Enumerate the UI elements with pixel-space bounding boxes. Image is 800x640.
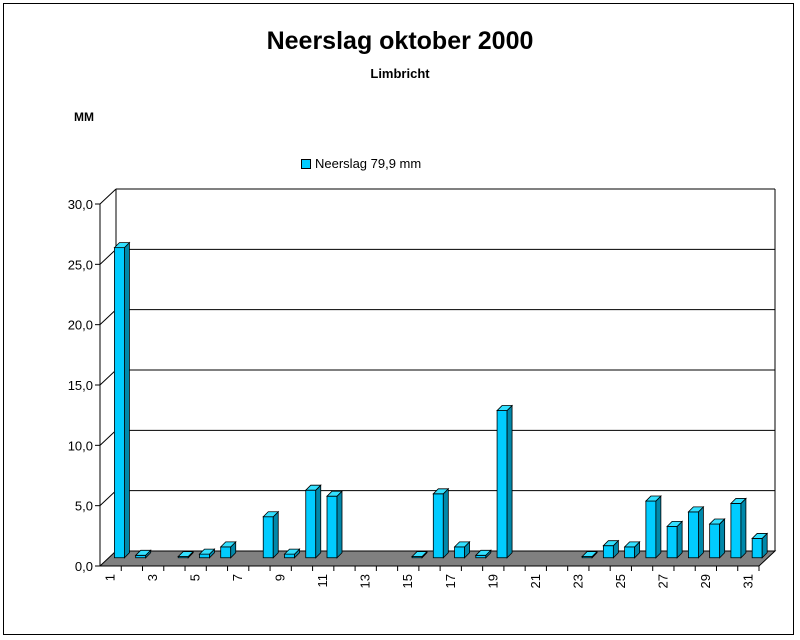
chart-title: Neerslag oktober 2000: [266, 27, 534, 55]
chart-frame: [3, 3, 794, 635]
x-tick-label: 23: [570, 574, 585, 588]
bar: [284, 553, 295, 559]
bar: [199, 553, 210, 559]
bar-side: [719, 517, 726, 559]
x-tick-label: 17: [443, 574, 458, 588]
legend: Neerslag 79,9 mm: [301, 156, 421, 171]
bar: [645, 500, 657, 559]
bar-top: [708, 518, 726, 525]
x-tick-label: 31: [740, 574, 755, 588]
bar-side: [336, 490, 343, 559]
gridline-diagonal: [99, 429, 117, 446]
bar: [602, 545, 614, 559]
x-tick-label: 11: [315, 574, 330, 588]
bar: [496, 410, 508, 559]
bar: [114, 247, 125, 559]
x-tick-label: 7: [230, 574, 245, 581]
bar-top: [283, 548, 301, 555]
bar-top: [644, 495, 662, 502]
bar-top: [177, 551, 195, 557]
bar-top: [198, 548, 216, 555]
bar: [687, 511, 699, 559]
x-tick-label: 27: [655, 574, 670, 588]
y-tick-label: 20,0: [68, 318, 93, 333]
legend-label: Neerslag 79,9 mm: [315, 156, 422, 171]
bar-side: [315, 484, 322, 559]
bar-top: [623, 541, 641, 548]
gridline-diagonal: [99, 188, 117, 205]
x-tick-label: 19: [485, 574, 500, 588]
bar-top: [581, 551, 599, 557]
x-tick-label: 15: [400, 574, 415, 588]
gridline-diagonal: [99, 309, 117, 326]
bar-top: [304, 484, 322, 491]
x-tick-label: 25: [613, 574, 628, 588]
y-tick-label: 0,0: [75, 559, 93, 574]
bar-top: [687, 506, 705, 513]
bar-top: [432, 488, 450, 495]
bar-top: [666, 520, 684, 527]
bar-top: [326, 490, 343, 497]
bar-side: [506, 404, 513, 559]
bar: [751, 538, 763, 559]
bar-top: [219, 541, 237, 548]
gridline-diagonal: [99, 369, 117, 386]
bar: [454, 546, 465, 559]
x-tick-label: 1: [103, 574, 118, 581]
bar: [220, 546, 232, 559]
bar-top: [453, 541, 471, 548]
y-tick-label: 25,0: [68, 257, 93, 272]
bar-side: [697, 505, 704, 559]
gridline-diagonal: [99, 248, 117, 265]
bar-top: [474, 549, 492, 556]
bar-side: [124, 241, 130, 559]
x-tick-label: 21: [528, 574, 543, 588]
y-tick-label: 30,0: [68, 197, 93, 212]
bar: [262, 516, 274, 559]
x-tick-label: 9: [273, 574, 288, 581]
bar: [305, 489, 317, 559]
bar-top: [602, 540, 620, 547]
bar-top: [411, 551, 429, 557]
bar-side: [676, 520, 683, 559]
y-tick-label: 5,0: [75, 499, 93, 514]
y-tick-label: 10,0: [68, 438, 93, 453]
bar: [432, 493, 444, 559]
bar-side: [740, 497, 747, 559]
gridline-diagonal: [99, 490, 117, 507]
bar: [326, 495, 338, 559]
bar: [624, 546, 636, 559]
bar-top: [134, 549, 152, 556]
bar-top: [729, 498, 747, 504]
x-tick-label: 13: [358, 574, 373, 588]
bar-top: [751, 533, 769, 539]
x-tick-label: 29: [698, 574, 713, 588]
bar-top: [262, 511, 280, 518]
bar: [709, 523, 721, 559]
x-tick-label: 3: [145, 574, 160, 581]
legend-swatch: [301, 158, 311, 169]
bar-side: [442, 487, 449, 559]
bar: [730, 503, 742, 559]
bar: [666, 525, 678, 559]
chart-subtitle: Limbricht: [370, 66, 430, 81]
bar-top: [496, 405, 514, 411]
bar-side: [655, 495, 662, 559]
bar-top: [113, 242, 131, 249]
y-axis-label: MM: [74, 110, 94, 124]
y-tick-label: 15,0: [68, 378, 93, 393]
bar-side: [272, 510, 279, 559]
x-tick-label: 5: [188, 574, 203, 581]
